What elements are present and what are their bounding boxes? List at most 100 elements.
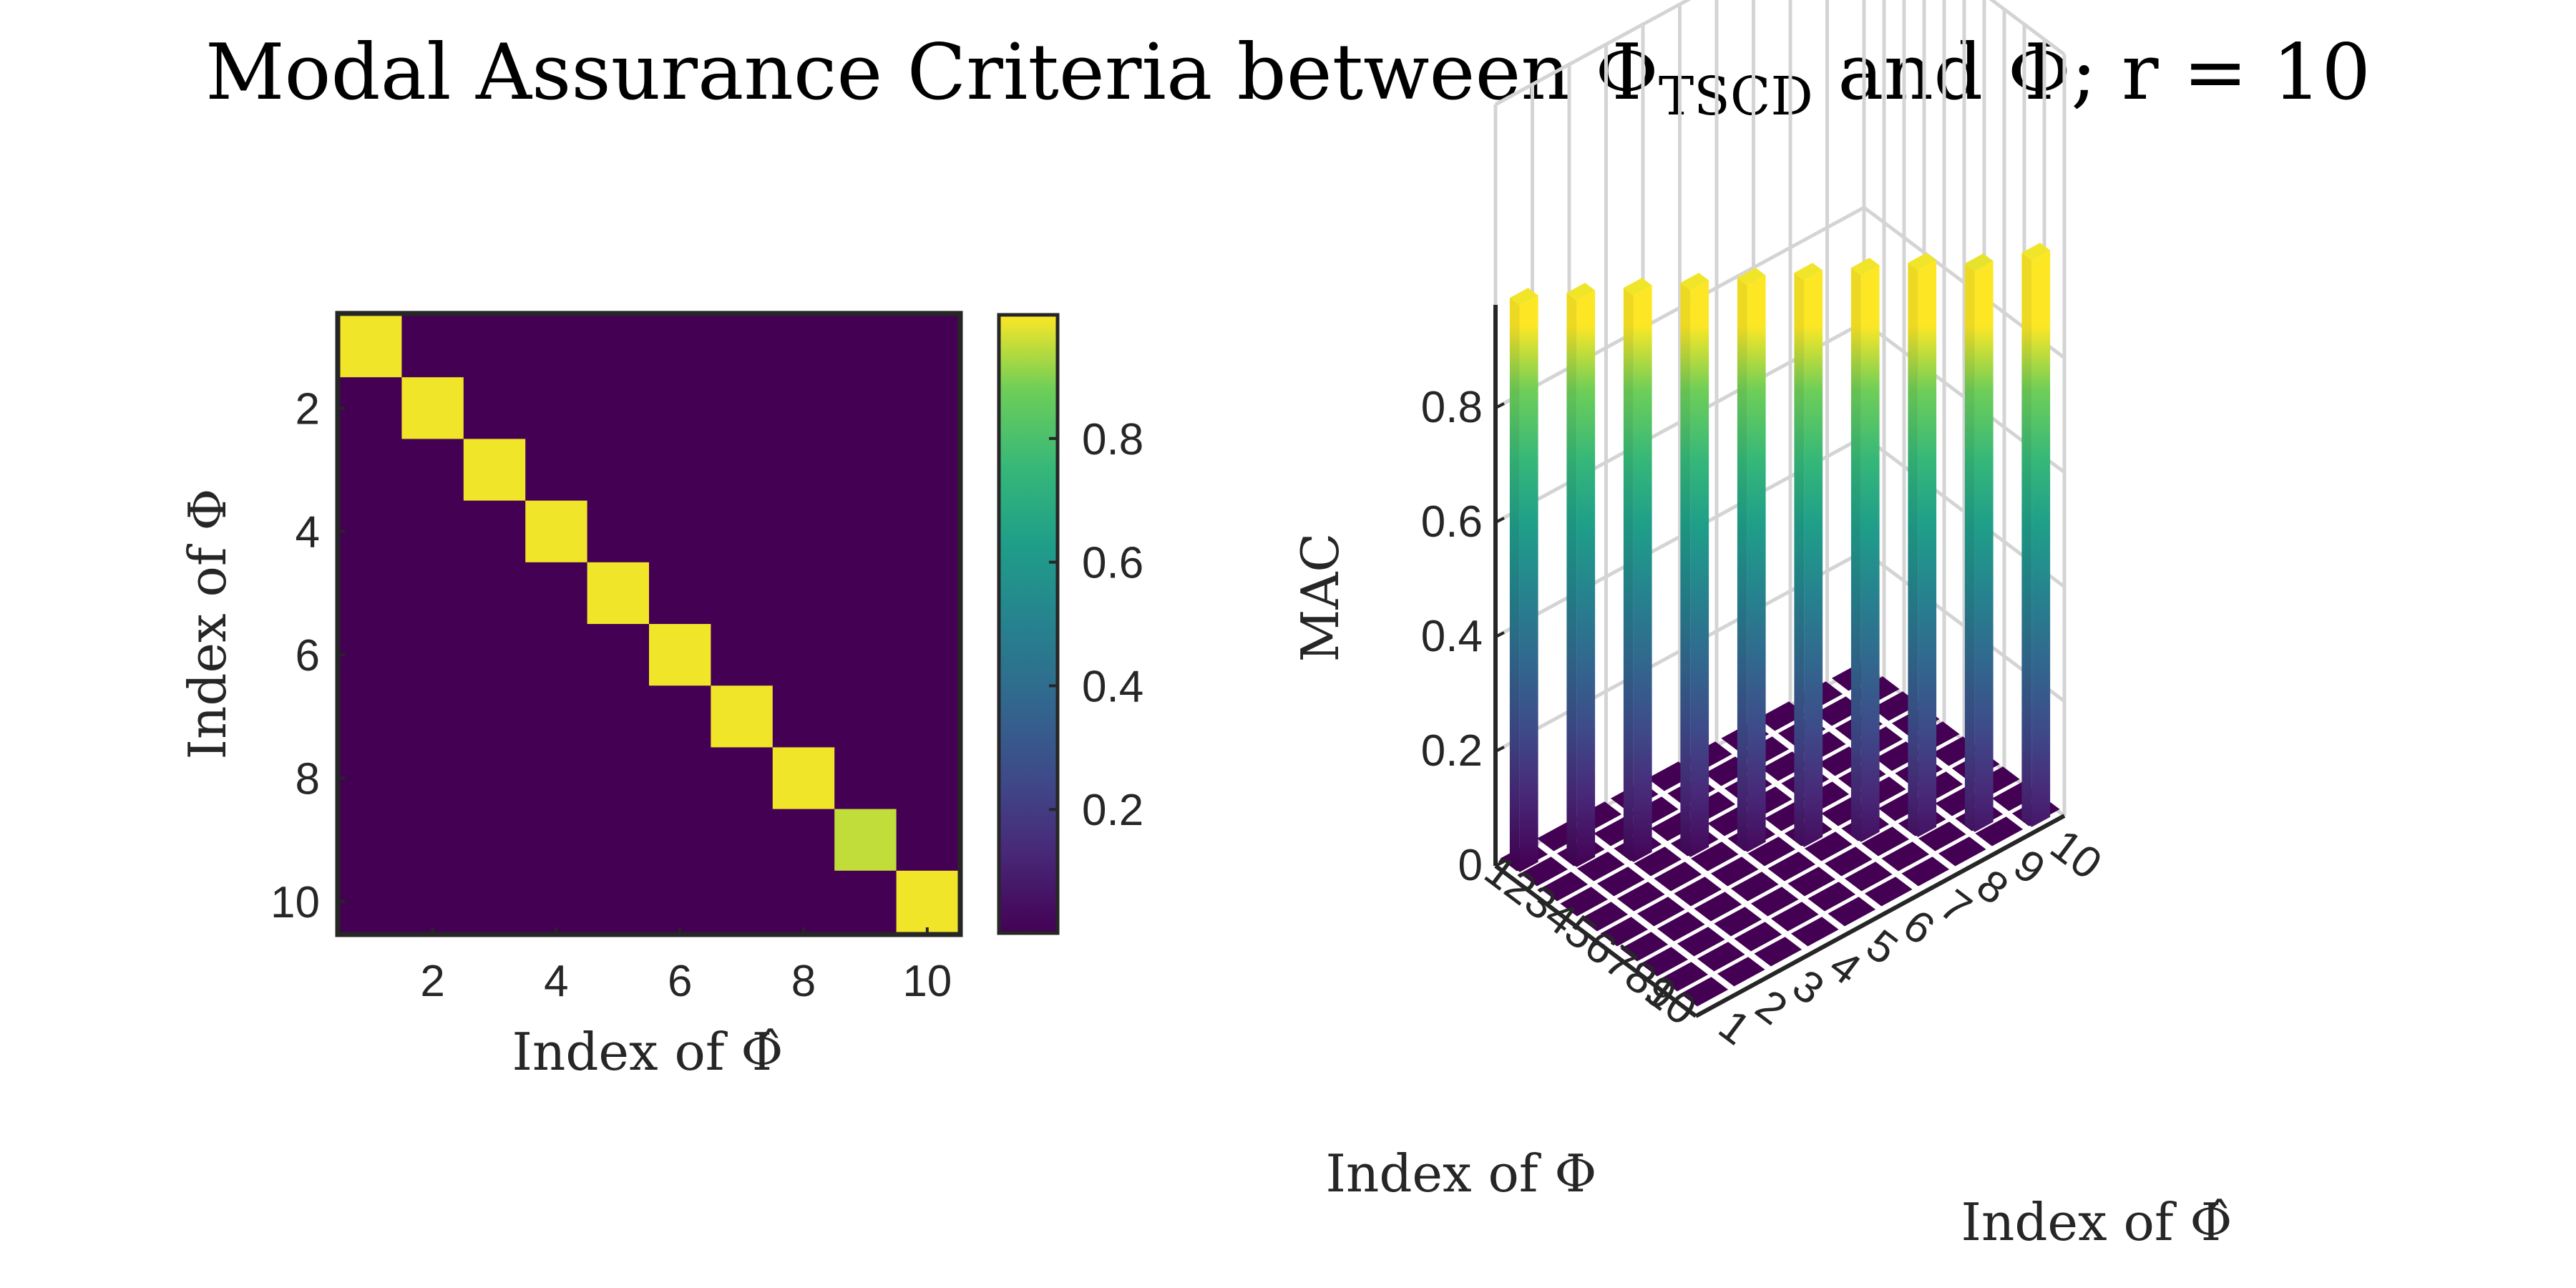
colorbar-tick-label: 0.4 xyxy=(1082,662,1143,711)
bar3d-floor-tile xyxy=(1634,847,1682,877)
heatmap-cell xyxy=(896,870,959,933)
bar3d-gridline xyxy=(1494,0,2066,107)
bar3d-floor-tile xyxy=(1750,887,1799,917)
heatmap-cell xyxy=(525,562,588,625)
heatmap-cell xyxy=(340,500,402,563)
heatmap-cell xyxy=(401,624,464,686)
bar3d-ztick-mark xyxy=(1495,860,1505,867)
heatmap-cell xyxy=(463,500,526,563)
bar3d-floor-tile xyxy=(1717,957,1765,987)
bar3d-floor-tile xyxy=(1790,917,1839,947)
bar3d-floor-tile xyxy=(1747,836,1796,867)
bar3d-floor-tile xyxy=(1520,857,1568,887)
heatmap-cell xyxy=(772,562,835,625)
heatmap-cell xyxy=(649,809,711,872)
heatmap-cell xyxy=(896,316,959,378)
heatmap-cell xyxy=(649,562,711,625)
bar3d-ytick-label: 9 xyxy=(2004,840,2054,894)
heatmap-cell xyxy=(401,500,464,563)
heatmap-cell xyxy=(649,747,711,810)
heatmap-cell xyxy=(525,686,588,748)
bar3d-floor-tile xyxy=(1710,857,1759,887)
bar3d-ylabel: Index of Φ̂ xyxy=(1961,1192,2233,1252)
heatmap-cell xyxy=(525,316,588,378)
heatmap-cell xyxy=(896,686,959,748)
bar3d-floor-tile xyxy=(1576,852,1625,882)
heatmap-cell xyxy=(711,500,774,563)
bar3d-floor-tile xyxy=(1734,922,1782,952)
bar3d-ztick-label: 0.8 xyxy=(1421,383,1483,432)
heatmap-cell xyxy=(587,439,650,502)
heatmap-cell xyxy=(834,870,897,933)
heatmap-cell xyxy=(772,809,835,872)
bar3d-bar xyxy=(1566,283,1596,867)
bar3d-ytick-label: 10 xyxy=(2041,820,2111,889)
heatmap-cell xyxy=(649,686,711,748)
bar3d-bar xyxy=(1623,278,1652,862)
heatmap-cell xyxy=(896,439,959,502)
heatmap-cell xyxy=(463,439,526,502)
bar3d-ytick-label: 1 xyxy=(1709,1000,1759,1055)
heatmap-cell xyxy=(587,316,650,378)
colorbar-gradient xyxy=(997,313,1060,935)
heatmap-cell xyxy=(649,439,711,502)
heatmap-cell xyxy=(401,377,464,439)
heatmap-xtick-label: 10 xyxy=(902,957,952,1006)
figure-title: Modal Assurance Criteria between ΦTSCD a… xyxy=(205,28,2371,127)
heatmap-cell xyxy=(401,747,464,810)
heatmap-cell xyxy=(587,377,650,439)
heatmap-cell xyxy=(525,377,588,439)
heatmap-ytick-label: 4 xyxy=(296,508,320,557)
bar3d-ytick-label: 2 xyxy=(1747,980,1796,1035)
bar3d-ztick-mark xyxy=(1495,631,1505,638)
heatmap-cell xyxy=(401,562,464,625)
bar3d-bar xyxy=(1794,263,1823,847)
colorbar: 0.2 0.4 0.6 0.8 xyxy=(997,313,1143,935)
bar3d-bar xyxy=(1850,258,1880,842)
bar3d-ztick-label: 0.2 xyxy=(1421,726,1483,776)
heatmap-xtick-label: 6 xyxy=(668,957,692,1006)
heatmap-cell xyxy=(525,809,588,872)
heatmap-cell xyxy=(772,686,835,748)
bar3d-floor-tile xyxy=(1714,907,1762,937)
bar3d-floor-tile xyxy=(1844,862,1893,892)
bar3d-floor-tile xyxy=(1620,932,1669,962)
bar3d-floor-tile xyxy=(1975,816,2024,847)
bar3d-floor-tile xyxy=(1616,882,1665,912)
bar3d-floor-tile xyxy=(1881,841,1930,872)
heatmap-cell xyxy=(401,809,464,872)
bar3d-zlabel: MAC xyxy=(1290,533,1350,663)
bar3d-floor-tile xyxy=(1694,892,1742,922)
bar3d-floor-tile xyxy=(1636,897,1685,927)
heatmap-cell xyxy=(649,624,711,686)
heatmap-cell xyxy=(463,624,526,686)
heatmap-cell xyxy=(401,439,464,502)
bar3d-floor-tile xyxy=(1918,821,1966,852)
heatmap-cell xyxy=(711,562,774,625)
heatmap-cell xyxy=(896,809,959,872)
heatmap-cell xyxy=(834,809,897,872)
heatmap-cell xyxy=(711,870,774,933)
bar3d-x-axis xyxy=(1494,864,1697,1018)
bar3d-floor-tile xyxy=(1807,882,1856,912)
bar3d-bar xyxy=(1964,253,1994,832)
heatmap-xlabel: Index of Φ̂ xyxy=(512,1022,784,1082)
heatmap-xtick-label: 4 xyxy=(544,957,568,1006)
heatmap-cell xyxy=(649,500,711,563)
heatmap-cell xyxy=(649,870,711,933)
bar3d-ytick-label: 6 xyxy=(1894,900,1943,955)
heatmap-cell xyxy=(834,500,897,563)
bar3d-floor-tile xyxy=(1640,947,1689,977)
heatmap-cell xyxy=(340,624,402,686)
heatmap-cell xyxy=(587,562,650,625)
heatmap-cell xyxy=(772,377,835,439)
bar3d-floor-tile xyxy=(1787,867,1836,897)
title-subscript: TSCD xyxy=(1659,66,1813,127)
heatmap-cell xyxy=(711,809,774,872)
heatmap-cell xyxy=(834,747,897,810)
heatmap-cell xyxy=(463,686,526,748)
heatmap-cell xyxy=(834,686,897,748)
heatmap-cell xyxy=(340,686,402,748)
